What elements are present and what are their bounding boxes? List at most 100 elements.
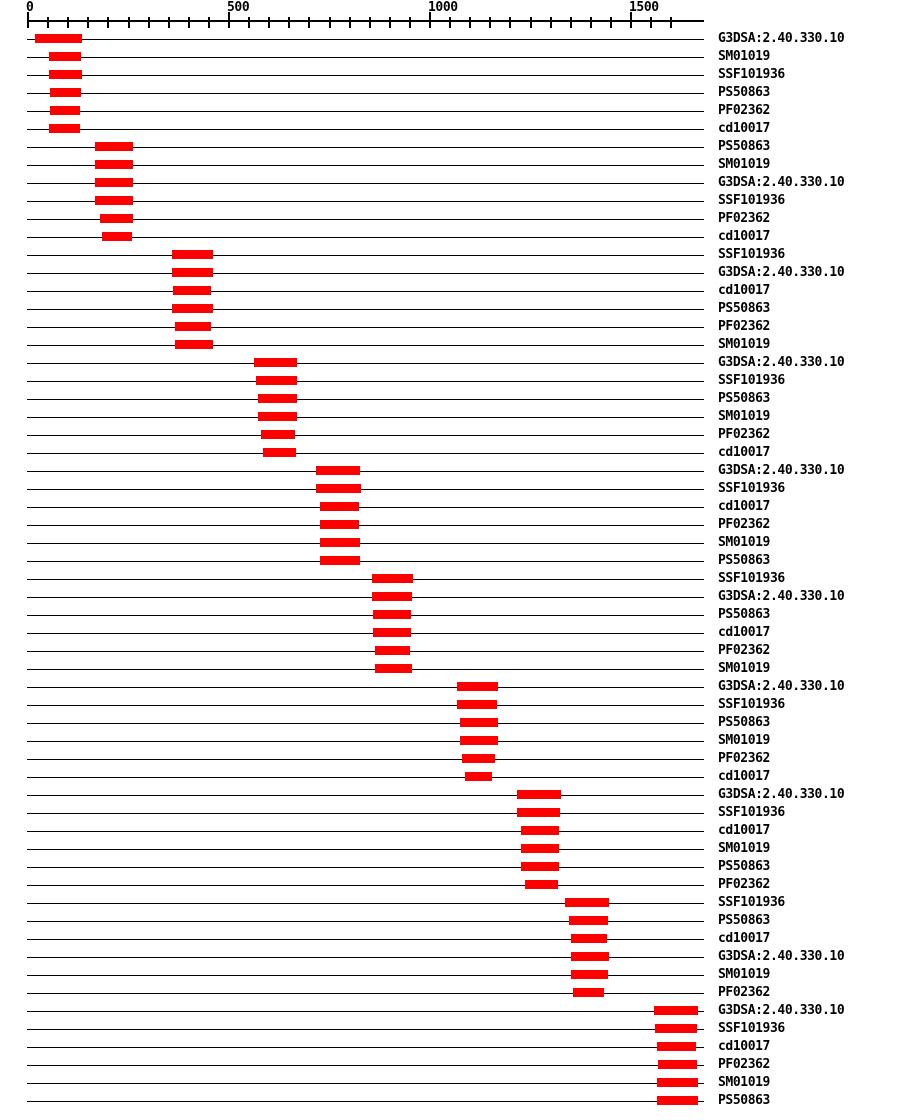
sequence-line (27, 507, 705, 508)
sequence-line (27, 993, 705, 994)
domain-match-block[interactable] (459, 736, 498, 745)
domain-match-block[interactable] (48, 52, 82, 61)
sequence-line (27, 579, 705, 580)
sequence-line (27, 543, 705, 544)
domain-match-block[interactable] (520, 862, 560, 871)
signature-label: cd10017 (718, 499, 770, 514)
domain-match-block[interactable] (657, 1078, 698, 1087)
domain-match-block[interactable] (524, 880, 558, 889)
domain-match-block[interactable] (319, 520, 359, 529)
signature-label: PS50863 (718, 607, 770, 622)
signature-label: cd10017 (718, 823, 770, 838)
domain-match-block[interactable] (465, 772, 492, 781)
signature-label: G3DSA:2.40.330.10 (718, 31, 845, 46)
domain-match-block[interactable] (257, 412, 297, 421)
domain-match-block[interactable] (372, 592, 412, 601)
sequence-line (27, 1101, 705, 1102)
domain-match-block[interactable] (456, 700, 498, 709)
signature-label: SM01019 (718, 733, 770, 748)
domain-match-block[interactable] (173, 286, 211, 295)
domain-match-block[interactable] (175, 340, 213, 349)
ruler-minor-tick (670, 17, 673, 28)
domain-match-block[interactable] (372, 628, 412, 637)
domain-match-block[interactable] (175, 322, 211, 331)
ruler-minor-tick (469, 17, 472, 28)
domain-match-block[interactable] (319, 502, 359, 511)
ruler-minor-tick (549, 17, 552, 28)
domain-match-block[interactable] (100, 214, 133, 223)
sequence-line (27, 453, 705, 454)
domain-match-block[interactable] (571, 952, 609, 961)
domain-match-block[interactable] (372, 610, 412, 619)
sequence-line (27, 669, 705, 670)
domain-match-block[interactable] (516, 808, 560, 817)
domain-match-block[interactable] (571, 934, 607, 943)
domain-match-block[interactable] (102, 232, 133, 241)
domain-match-block[interactable] (253, 358, 297, 367)
sequence-line (27, 327, 705, 328)
domain-match-block[interactable] (171, 304, 213, 313)
domain-match-block[interactable] (565, 898, 609, 907)
domain-match-block[interactable] (319, 538, 361, 547)
domain-match-block[interactable] (516, 790, 561, 799)
signature-label: PF02362 (718, 985, 770, 1000)
sequence-line (27, 795, 705, 796)
domain-match-block[interactable] (461, 754, 496, 763)
signature-label: SM01019 (718, 1075, 770, 1090)
domain-match-block[interactable] (48, 70, 82, 79)
domain-match-block[interactable] (372, 574, 414, 583)
sequence-line (27, 57, 705, 58)
domain-match-block[interactable] (657, 1060, 697, 1069)
sequence-line (27, 831, 705, 832)
sequence-line (27, 183, 705, 184)
sequence-line (27, 381, 705, 382)
signature-label: SM01019 (718, 967, 770, 982)
signature-label: cd10017 (718, 625, 770, 640)
domain-match-block[interactable] (171, 250, 213, 259)
sequence-line (27, 597, 705, 598)
ruler-minor-tick (167, 17, 170, 28)
domain-match-block[interactable] (315, 466, 360, 475)
domain-match-block[interactable] (456, 682, 498, 691)
domain-match-block[interactable] (34, 34, 82, 43)
domain-match-block[interactable] (263, 448, 297, 457)
ruler-minor-tick (87, 17, 90, 28)
sequence-line (27, 39, 705, 40)
domain-match-block[interactable] (657, 1096, 698, 1105)
signature-label: cd10017 (718, 283, 770, 298)
domain-match-block[interactable] (255, 376, 297, 385)
domain-match-block[interactable] (655, 1024, 697, 1033)
domain-match-block[interactable] (374, 646, 410, 655)
sequence-line (27, 255, 705, 256)
domain-match-block[interactable] (374, 664, 412, 673)
domain-match-block[interactable] (573, 988, 605, 997)
ruler-minor-tick (187, 17, 190, 28)
domain-match-block[interactable] (50, 106, 80, 115)
domain-match-block[interactable] (657, 1042, 697, 1051)
signature-label: SSF101936 (718, 67, 785, 82)
domain-match-block[interactable] (257, 394, 297, 403)
domain-match-block[interactable] (95, 178, 133, 187)
ruler-major-tick (228, 12, 230, 28)
domain-match-block[interactable] (261, 430, 295, 439)
domain-match-block[interactable] (50, 88, 82, 97)
sequence-line (27, 237, 705, 238)
domain-match-block[interactable] (571, 970, 609, 979)
domain-match-block[interactable] (653, 1006, 698, 1015)
domain-match-block[interactable] (520, 844, 560, 853)
domain-match-block[interactable] (95, 196, 133, 205)
ruler-minor-tick (207, 17, 210, 28)
domain-match-block[interactable] (459, 718, 498, 727)
domain-match-block[interactable] (319, 556, 361, 565)
domain-match-block[interactable] (171, 268, 213, 277)
domain-match-block[interactable] (569, 916, 609, 925)
sequence-line (27, 363, 705, 364)
domain-match-block[interactable] (315, 484, 361, 493)
domain-match-block[interactable] (48, 124, 80, 133)
sequence-line (27, 399, 705, 400)
signature-label: G3DSA:2.40.330.10 (718, 949, 845, 964)
domain-match-block[interactable] (520, 826, 560, 835)
domain-match-block[interactable] (95, 160, 133, 169)
domain-match-block[interactable] (95, 142, 133, 151)
ruler-minor-tick (368, 17, 371, 28)
